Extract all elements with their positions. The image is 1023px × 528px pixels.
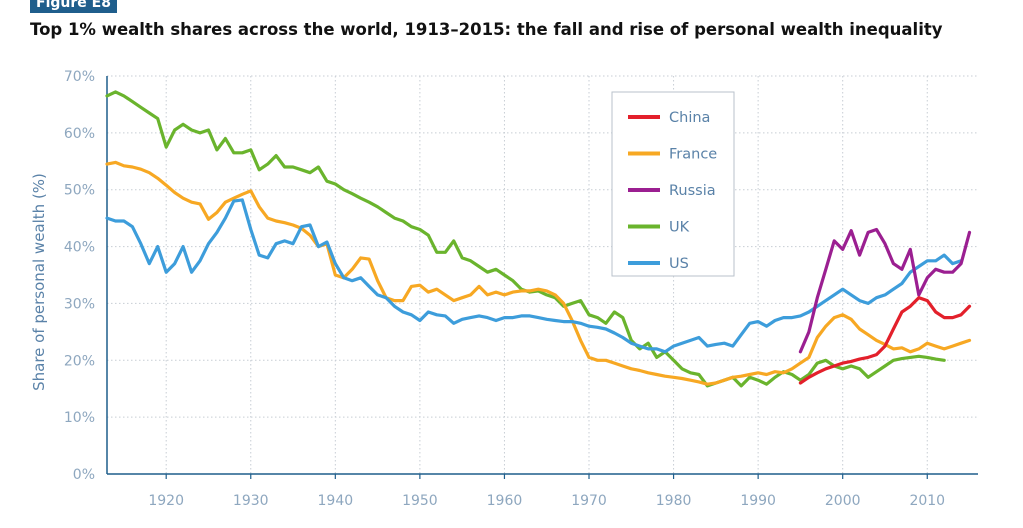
series-line-china bbox=[798, 296, 972, 385]
y-tick-label: 0% bbox=[73, 467, 95, 483]
legend-label-uk: UK bbox=[669, 220, 690, 236]
x-tick-label: 1930 bbox=[233, 493, 269, 509]
legend-box bbox=[611, 91, 735, 277]
series-line-france bbox=[105, 160, 972, 386]
y-tick-label: 20% bbox=[64, 353, 95, 369]
grid bbox=[107, 75, 978, 474]
y-tick-label: 60% bbox=[64, 126, 95, 142]
x-tick-label: 1960 bbox=[487, 493, 523, 509]
y-tick-label: 10% bbox=[64, 410, 95, 426]
x-tick-label: 2010 bbox=[909, 493, 945, 509]
axes: 0% 10% 20% 30% 40% 50% 60% 70% 1920 1930 1940 1950 1… bbox=[64, 69, 978, 509]
x-tick-label: 2000 bbox=[825, 493, 861, 509]
y-tick-label: 50% bbox=[64, 183, 95, 199]
series-line-uk bbox=[105, 90, 946, 388]
x-tick-label: 1990 bbox=[740, 493, 776, 509]
y-tick-label: 30% bbox=[64, 296, 95, 312]
figure-label: Figure E8 bbox=[30, 0, 117, 13]
legend: China France Russia UK US bbox=[611, 91, 735, 277]
y-tick-label: 70% bbox=[64, 69, 95, 85]
y-tick-label: 40% bbox=[64, 240, 95, 256]
series-lines bbox=[105, 90, 972, 388]
series-line-russia bbox=[798, 227, 972, 354]
legend-label-us: US bbox=[669, 256, 689, 272]
y-axis-label: Share of personal wealth (%) bbox=[30, 173, 48, 391]
x-tick-label: 1940 bbox=[318, 493, 354, 509]
legend-label-russia: Russia bbox=[669, 183, 716, 199]
chart-title: Top 1% wealth shares across the world, 1… bbox=[30, 20, 943, 39]
series-line-us bbox=[105, 198, 963, 354]
x-tick-label: 1950 bbox=[402, 493, 438, 509]
x-tick-label: 1980 bbox=[656, 493, 692, 509]
legend-label-china: China bbox=[669, 110, 710, 126]
legend-label-france: France bbox=[669, 147, 717, 163]
x-tick-label: 1920 bbox=[148, 493, 184, 509]
x-tick-label: 1970 bbox=[571, 493, 607, 509]
